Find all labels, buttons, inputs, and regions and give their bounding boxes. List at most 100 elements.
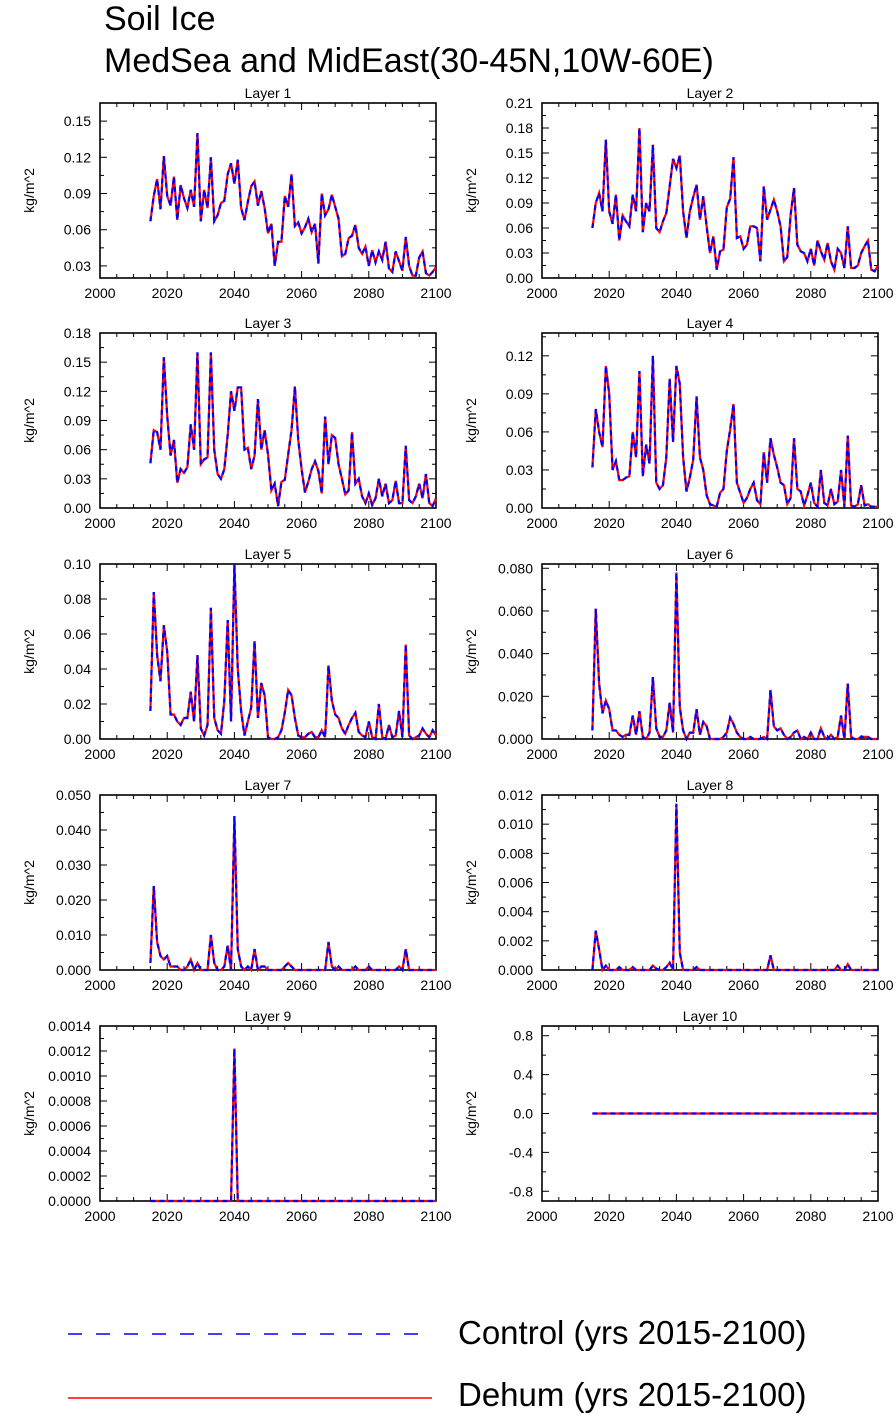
x-tick-label: 2080 <box>353 977 384 993</box>
y-tick-label: 0.02 <box>64 696 91 712</box>
legend <box>68 1333 432 1399</box>
x-tick-label: 2060 <box>286 977 317 993</box>
x-tick-label: 2020 <box>152 746 183 762</box>
y-tick-label: 0.020 <box>498 688 533 704</box>
y-tick-label: 0.00 <box>64 731 91 747</box>
y-tick-label: 0.0004 <box>48 1143 91 1159</box>
series-control-line <box>149 815 436 973</box>
x-tick-label: 2060 <box>728 285 759 301</box>
x-tick-label: 2040 <box>661 746 692 762</box>
y-tick-label: 0.09 <box>64 413 91 429</box>
y-tick-label: 0.06 <box>64 222 91 238</box>
series-control-line <box>591 355 878 510</box>
plot-frame <box>99 1025 437 1202</box>
x-tick-label: 2060 <box>286 285 317 301</box>
y-axis-label: kg/m^2 <box>21 398 37 443</box>
series-control-line <box>591 803 878 973</box>
x-tick-label: 2040 <box>661 285 692 301</box>
x-tick-label: 2080 <box>353 285 384 301</box>
plot-frame <box>541 332 879 509</box>
plot-frame <box>99 102 437 279</box>
y-tick-label: 0.006 <box>498 875 533 891</box>
chart-panel-6: Layer 6 kg/m^2 2000 2020 2040 2060 2080 2100 0.0… <box>463 546 894 762</box>
panel-title: Layer 4 <box>687 315 734 331</box>
y-tick-label: 0.0008 <box>48 1093 91 1109</box>
x-tick-label: 2080 <box>795 977 826 993</box>
series-dehum-line <box>591 127 879 274</box>
panel-title: Layer 9 <box>245 1008 292 1024</box>
x-tick-label: 2000 <box>84 285 115 301</box>
plot-frame <box>541 794 879 971</box>
y-tick-label: 0.21 <box>506 95 533 111</box>
x-tick-label: 2060 <box>728 746 759 762</box>
x-tick-label: 2080 <box>795 1208 826 1224</box>
x-tick-label: 2060 <box>728 1208 759 1224</box>
y-tick-label: 0.0000 <box>48 1193 91 1209</box>
y-tick-label: 0.06 <box>506 424 533 440</box>
y-axis-label: kg/m^2 <box>463 168 479 213</box>
x-tick-label: 2000 <box>84 515 115 531</box>
y-tick-label: 0.12 <box>64 149 91 165</box>
figure-subtitle: MedSea and MidEast(30-45N,10W-60E) <box>104 42 714 80</box>
x-tick-label: 2000 <box>526 746 557 762</box>
x-tick-label: 2040 <box>661 977 692 993</box>
y-tick-label: 0.020 <box>56 892 91 908</box>
y-axis-label: kg/m^2 <box>463 1091 479 1136</box>
series-dehum-line <box>591 803 878 973</box>
y-tick-label: 0.15 <box>64 354 91 370</box>
x-tick-label: 2000 <box>526 285 557 301</box>
x-tick-label: 2020 <box>152 285 183 301</box>
y-tick-label: -0.4 <box>509 1144 533 1160</box>
x-tick-label: 2040 <box>661 515 692 531</box>
y-tick-label: 0.004 <box>498 904 533 920</box>
y-tick-label: 0.040 <box>498 646 533 662</box>
y-tick-label: 0.00 <box>64 500 91 516</box>
plot-frame <box>99 563 437 740</box>
y-tick-label: 0.012 <box>498 787 533 803</box>
x-tick-label: 2020 <box>594 977 625 993</box>
panel-title: Layer 1 <box>245 85 292 101</box>
x-tick-label: 2020 <box>594 1208 625 1224</box>
series-control-line <box>591 572 878 742</box>
x-tick-label: 2040 <box>219 746 250 762</box>
y-tick-label: 0.0010 <box>48 1068 91 1084</box>
y-tick-label: 0.12 <box>506 170 533 186</box>
x-tick-label: 2060 <box>728 977 759 993</box>
series-dehum-line <box>149 352 438 509</box>
panel-title: Layer 7 <box>245 777 292 793</box>
panel-title: Layer 3 <box>245 315 292 331</box>
x-tick-label: 2100 <box>862 746 893 762</box>
x-tick-label: 2000 <box>526 977 557 993</box>
y-tick-label: 0.002 <box>498 933 533 949</box>
chart-panel-1: Layer 1 kg/m^2 2000 2020 2040 2060 2080 2100 0.0… <box>21 85 452 301</box>
y-axis-label: kg/m^2 <box>463 629 479 674</box>
y-tick-label: 0.080 <box>498 560 533 576</box>
x-tick-label: 2060 <box>286 746 317 762</box>
y-tick-label: 0.0002 <box>48 1168 91 1184</box>
y-tick-label: 0.00 <box>506 270 533 286</box>
x-tick-label: 2040 <box>219 285 250 301</box>
y-tick-label: 0.060 <box>498 603 533 619</box>
x-tick-label: 2100 <box>420 746 451 762</box>
y-axis-label: kg/m^2 <box>21 168 37 213</box>
y-tick-label: 0.040 <box>56 822 91 838</box>
x-tick-label: 2060 <box>286 1208 317 1224</box>
y-tick-label: 0.03 <box>506 462 533 478</box>
y-tick-label: 0.08 <box>64 591 91 607</box>
x-tick-label: 2100 <box>420 285 451 301</box>
y-tick-label: 0.09 <box>506 386 533 402</box>
y-tick-label: 0.18 <box>64 325 91 341</box>
y-tick-label: 0.000 <box>56 962 91 978</box>
y-axis-label: kg/m^2 <box>21 1091 37 1136</box>
x-tick-label: 2040 <box>219 1208 250 1224</box>
y-tick-label: 0.008 <box>498 845 533 861</box>
y-tick-label: 0.0006 <box>48 1118 91 1134</box>
chart-panel-8: Layer 8 kg/m^2 2000 2020 2040 2060 2080 2100 0.0… <box>463 777 894 993</box>
y-tick-label: 0.050 <box>56 787 91 803</box>
x-tick-label: 2020 <box>152 1208 183 1224</box>
y-tick-label: 0.8 <box>514 1028 534 1044</box>
y-axis-label: kg/m^2 <box>463 860 479 905</box>
y-tick-label: 0.00 <box>506 500 533 516</box>
y-tick-label: 0.010 <box>498 816 533 832</box>
series-control-line <box>149 133 437 278</box>
